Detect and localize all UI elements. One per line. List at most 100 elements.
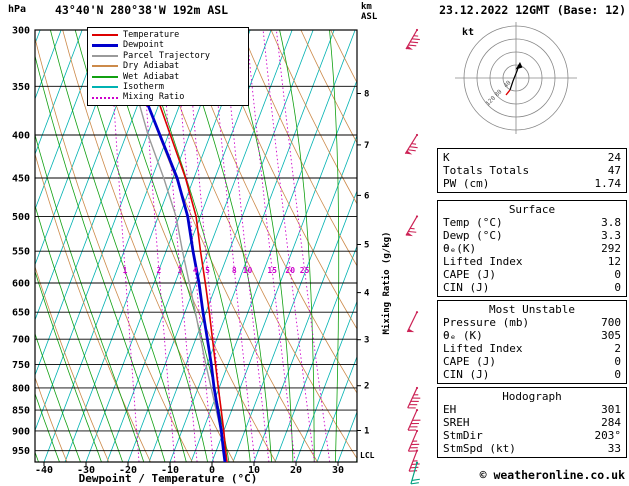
wind-barb	[407, 386, 421, 409]
stat-value: 292	[601, 242, 621, 255]
temp-tick-label: 0	[209, 465, 215, 476]
indices-table: K 24 Totals Totals 47 PW (cm) 1.74	[437, 148, 627, 193]
wet-adiabat-line	[50, 30, 187, 462]
stat-row: CIN (J) 0	[438, 281, 626, 294]
stat-row: CAPE (J) 0	[438, 268, 626, 281]
stat-row: Dewp (°C) 3.3	[438, 229, 626, 242]
stat-value: 203°	[594, 429, 622, 442]
surface-table: Surface Temp (°C) 3.8 Dewp (°C) 3.3 θₑ(K) 2…	[437, 200, 627, 297]
wet-adiabat-line	[226, 30, 294, 462]
wind-barb	[405, 215, 419, 237]
km-tick-label: 7	[364, 141, 369, 151]
wet-adiabat-line	[35, 392, 60, 462]
wind-barb	[407, 408, 421, 431]
legend-label: Temperature	[123, 30, 180, 40]
pressure-tick-label: 500	[12, 212, 30, 223]
isotherm-line	[211, 79, 357, 462]
stat-title-text: Surface	[508, 203, 556, 216]
stat-label: StmDir	[443, 429, 483, 442]
lcl-label: LCL	[360, 451, 375, 460]
mixing-ratio-line	[262, 30, 315, 462]
isotherm-line	[35, 30, 104, 211]
stat-row: θₑ (K) 305	[438, 329, 626, 342]
wet-adiabat-line	[35, 133, 145, 462]
stat-row: Totals Totals 47	[438, 164, 626, 177]
legend-swatch	[92, 55, 118, 58]
temp-tick-label: 10	[248, 465, 260, 476]
pressure-axis-unit: hPa	[8, 4, 27, 15]
legend-label: Mixing Ratio	[123, 92, 185, 103]
stat-value: 3.3	[601, 229, 621, 242]
stat-label: θₑ (K)	[443, 329, 483, 342]
mixing-ratio-value: 25	[300, 266, 310, 275]
mixing-ratio-labels: 1 2 3 4 5 8 10 15 20 25	[123, 266, 310, 275]
stat-value: 0	[614, 281, 621, 294]
dry-adiabat-line	[35, 36, 193, 462]
legend-item: Wet Adiabat	[92, 72, 244, 82]
isotherm-line	[148, 30, 314, 462]
legend-item: Parcel Trajectory	[92, 51, 244, 61]
hodograph-ring	[489, 51, 543, 105]
stat-value: 284	[601, 416, 621, 429]
dry-adiabat-line	[62, 30, 235, 462]
datetime-label: 23.12.2022 12GMT (Base: 12)	[439, 3, 626, 17]
stat-value: 1.74	[594, 177, 622, 190]
mixing-ratio-value: 5	[205, 266, 210, 275]
isotherm-line	[232, 134, 357, 462]
wet-adiabat-line	[329, 30, 340, 462]
stat-value: 0	[614, 355, 621, 368]
temperature-line	[123, 30, 228, 462]
km-tick-label: 6	[364, 191, 369, 201]
mixing-ratio-value: 10	[243, 266, 253, 275]
legend-item: Temperature	[92, 30, 244, 40]
pressure-tick-label: 900	[12, 426, 30, 437]
stat-label: StmSpd (kt)	[443, 442, 516, 455]
temp-tick-label: -30	[77, 465, 95, 476]
pressure-tick-label: 350	[12, 82, 30, 93]
stat-label: Totals Totals	[443, 164, 530, 177]
km-tick-label: 8	[364, 89, 369, 99]
wet-adiabat-line	[35, 54, 166, 462]
stat-value: 0	[614, 368, 621, 381]
pressure-tick-label: 700	[12, 335, 30, 346]
hodograph: 40 80 120	[455, 22, 577, 134]
mixing-ratio-line	[245, 30, 296, 462]
isotherm-line	[295, 300, 357, 462]
wet-adiabat-line	[35, 204, 123, 462]
dry-adiabat-line	[35, 265, 110, 462]
km-tick-label: 3	[364, 336, 369, 346]
stat-label: SREH	[443, 416, 470, 429]
legend-label: Isotherm	[123, 82, 164, 93]
mixing-ratio-line	[223, 30, 270, 462]
mixing-ratio-line	[174, 30, 214, 462]
stat-label: θₑ(K)	[443, 242, 477, 255]
stat-row: Lifted Index 2	[438, 342, 626, 355]
stat-row: CIN (J) 0	[438, 368, 626, 381]
stat-row: Temp (°C) 3.8	[438, 216, 626, 229]
stat-title-text: Most Unstable	[488, 303, 576, 316]
stat-row: StmDir 203°	[438, 429, 626, 442]
isotherm-line	[35, 30, 83, 156]
wind-barb	[405, 28, 420, 50]
hodograph-unit-label: kt	[462, 27, 475, 38]
wet-adiabat-line	[35, 332, 81, 462]
stat-value: 24	[607, 151, 621, 164]
stat-value: 301	[601, 403, 621, 416]
wet-adiabat-line	[279, 30, 315, 462]
legend-swatch	[92, 44, 118, 48]
isotherm-line	[253, 189, 357, 462]
dry-adiabat-line	[270, 30, 357, 205]
pressure-tick-label: 600	[12, 278, 30, 289]
wind-barb	[410, 461, 420, 485]
legend-label: Dewpoint	[123, 40, 164, 51]
stat-value: 3.8	[601, 216, 621, 229]
legend-label: Parcel Trajectory	[123, 50, 210, 61]
pressure-tick-label: 650	[12, 308, 30, 319]
legend-swatch	[92, 75, 118, 78]
mixing-ratio-value: 3	[177, 266, 182, 275]
stat-row: θₑ(K) 292	[438, 242, 626, 255]
hodograph-ring-label: 80	[493, 88, 503, 98]
isotherm-line	[35, 30, 62, 100]
legend-item: Isotherm	[92, 82, 244, 92]
stat-row: K 24	[438, 151, 626, 164]
